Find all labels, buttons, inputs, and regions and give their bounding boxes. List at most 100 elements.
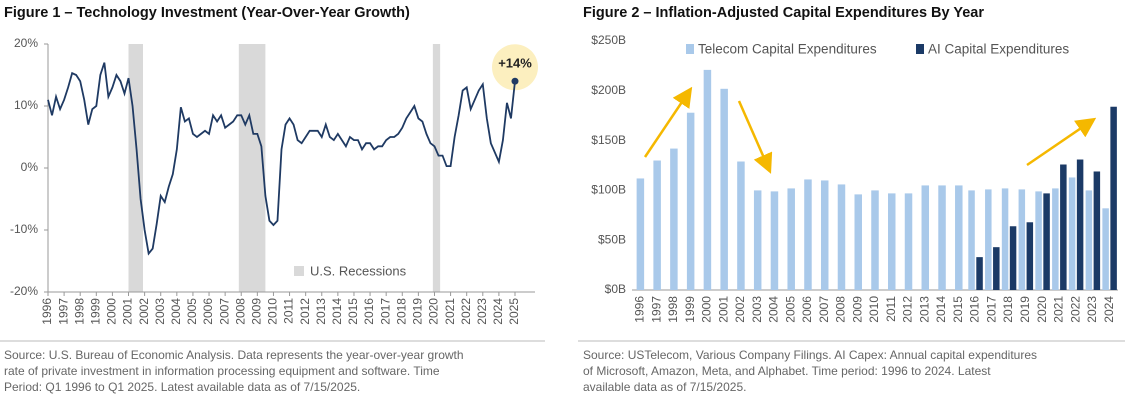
x-tick-label: 2017 [378, 298, 392, 325]
x-tick-label: 2021 [1052, 296, 1066, 323]
y-tick-label: $100B [591, 183, 626, 197]
x-tick-label: 1999 [683, 296, 697, 323]
x-tick-label: 2023 [1085, 296, 1099, 323]
source: Source: U.S. Bureau of Economic Analysis… [4, 348, 464, 362]
bar [686, 112, 695, 290]
x-tick-label: 2010 [867, 296, 881, 323]
x-tick-label: 2005 [185, 298, 199, 325]
x-tick-label: 2024 [1102, 296, 1116, 323]
bar [976, 257, 983, 290]
x-tick-label: 2025 [507, 298, 521, 325]
line [47, 62, 516, 256]
x-tick-label: 2021 [443, 298, 457, 325]
x-tick-label: 2010 [266, 298, 280, 325]
x-tick-label: 2018 [394, 298, 408, 325]
y-tick-label: $150B [591, 133, 626, 147]
x-tick-label: 2011 [282, 298, 296, 324]
recession-band [238, 44, 266, 292]
bar [703, 69, 712, 290]
x-tick-label: 2020 [1035, 296, 1049, 323]
x-tick-label: 2012 [901, 296, 915, 323]
bar [1001, 188, 1009, 290]
bar [720, 88, 728, 290]
bar [904, 193, 913, 290]
bar [770, 191, 779, 290]
x-tick-label: 2023 [475, 298, 489, 325]
x-tick-label: 2000 [105, 298, 119, 325]
legend-label: AI Capital Expenditures [928, 42, 1069, 57]
bar [1043, 193, 1050, 290]
x-tick-label: 2022 [1068, 296, 1082, 323]
y-tick-label: $0B [605, 282, 626, 296]
x-tick-label: 2018 [1001, 296, 1015, 323]
end-point [511, 77, 519, 85]
x-tick-label: 2006 [800, 296, 814, 323]
x-tick-label: 2007 [217, 298, 231, 325]
x-tick-label: 1998 [72, 298, 86, 325]
y-tick-label: 0% [21, 160, 39, 174]
x-tick-label: 2003 [750, 296, 764, 323]
x-tick-label: 2002 [137, 298, 151, 325]
source: Period: Q1 1996 to Q1 2025. Latest avail… [4, 380, 360, 394]
bar [653, 160, 661, 290]
x-tick-label: 2013 [917, 296, 931, 323]
x-tick-label: 2020 [427, 298, 441, 325]
bar [1009, 226, 1017, 290]
legend-label: U.S. Recessions [310, 263, 407, 278]
x-tick-label: 2016 [968, 296, 982, 323]
y-tick-label: $50B [598, 232, 626, 246]
x-tick-label: 2014 [330, 298, 344, 325]
bar [993, 247, 1000, 290]
x-tick-label: 2009 [850, 296, 864, 323]
y-tick-label: $200B [591, 83, 626, 97]
bar [888, 193, 896, 290]
x-tick-label: 1999 [88, 298, 102, 325]
y-tick-label: $250B [591, 33, 626, 47]
y-tick-label: 20% [14, 36, 38, 50]
x-tick-label: 2019 [1018, 296, 1032, 323]
bar [820, 180, 829, 290]
bar [1076, 159, 1084, 290]
x-tick-label: 2008 [834, 296, 848, 323]
annotation: +14% [498, 56, 532, 71]
x-tick-label: 2014 [934, 296, 948, 323]
bar [837, 184, 846, 290]
annotation-highlight [492, 44, 538, 91]
x-tick-label: 1996 [40, 298, 54, 325]
source: available data as of 7/15/2025. [583, 380, 746, 394]
trend-arrows [643, 86, 1097, 174]
bar [636, 178, 645, 290]
x-tick-label: 2009 [250, 298, 264, 325]
x-tick-label: 1996 [633, 296, 647, 323]
y-tick-label: -10% [10, 222, 38, 236]
x-tick-label: 2017 [984, 296, 998, 323]
source: of Microsoft, Amazon, Meta, and Alphabet… [583, 364, 991, 378]
bar [968, 190, 975, 290]
x-tick-label: 2000 [700, 296, 714, 323]
x-tick-label: 1997 [649, 296, 663, 323]
recession-band [128, 44, 144, 292]
bar [1093, 171, 1101, 290]
bar [955, 185, 963, 290]
bar [787, 188, 795, 290]
x-tick-label: 2024 [491, 298, 505, 325]
legend-label: Telecom Capital Expenditures [698, 42, 877, 57]
source: rate of private investment in informatio… [4, 364, 440, 378]
bar [921, 185, 930, 290]
legend-swatch [916, 44, 924, 54]
x-tick-label: 2001 [716, 296, 730, 323]
bar [1035, 191, 1042, 290]
x-tick-label: 2007 [817, 296, 831, 323]
bar [1052, 188, 1059, 290]
bar [1085, 190, 1093, 290]
bar [1110, 106, 1117, 291]
legend-swatch [686, 44, 694, 54]
x-tick-label: 2015 [951, 296, 965, 323]
x-tick-label: 2002 [733, 296, 747, 323]
x-tick-label: 2015 [346, 298, 360, 325]
bar [1102, 208, 1109, 290]
bar [854, 194, 862, 290]
x-tick-label: 2006 [201, 298, 215, 325]
bar [1068, 177, 1076, 290]
